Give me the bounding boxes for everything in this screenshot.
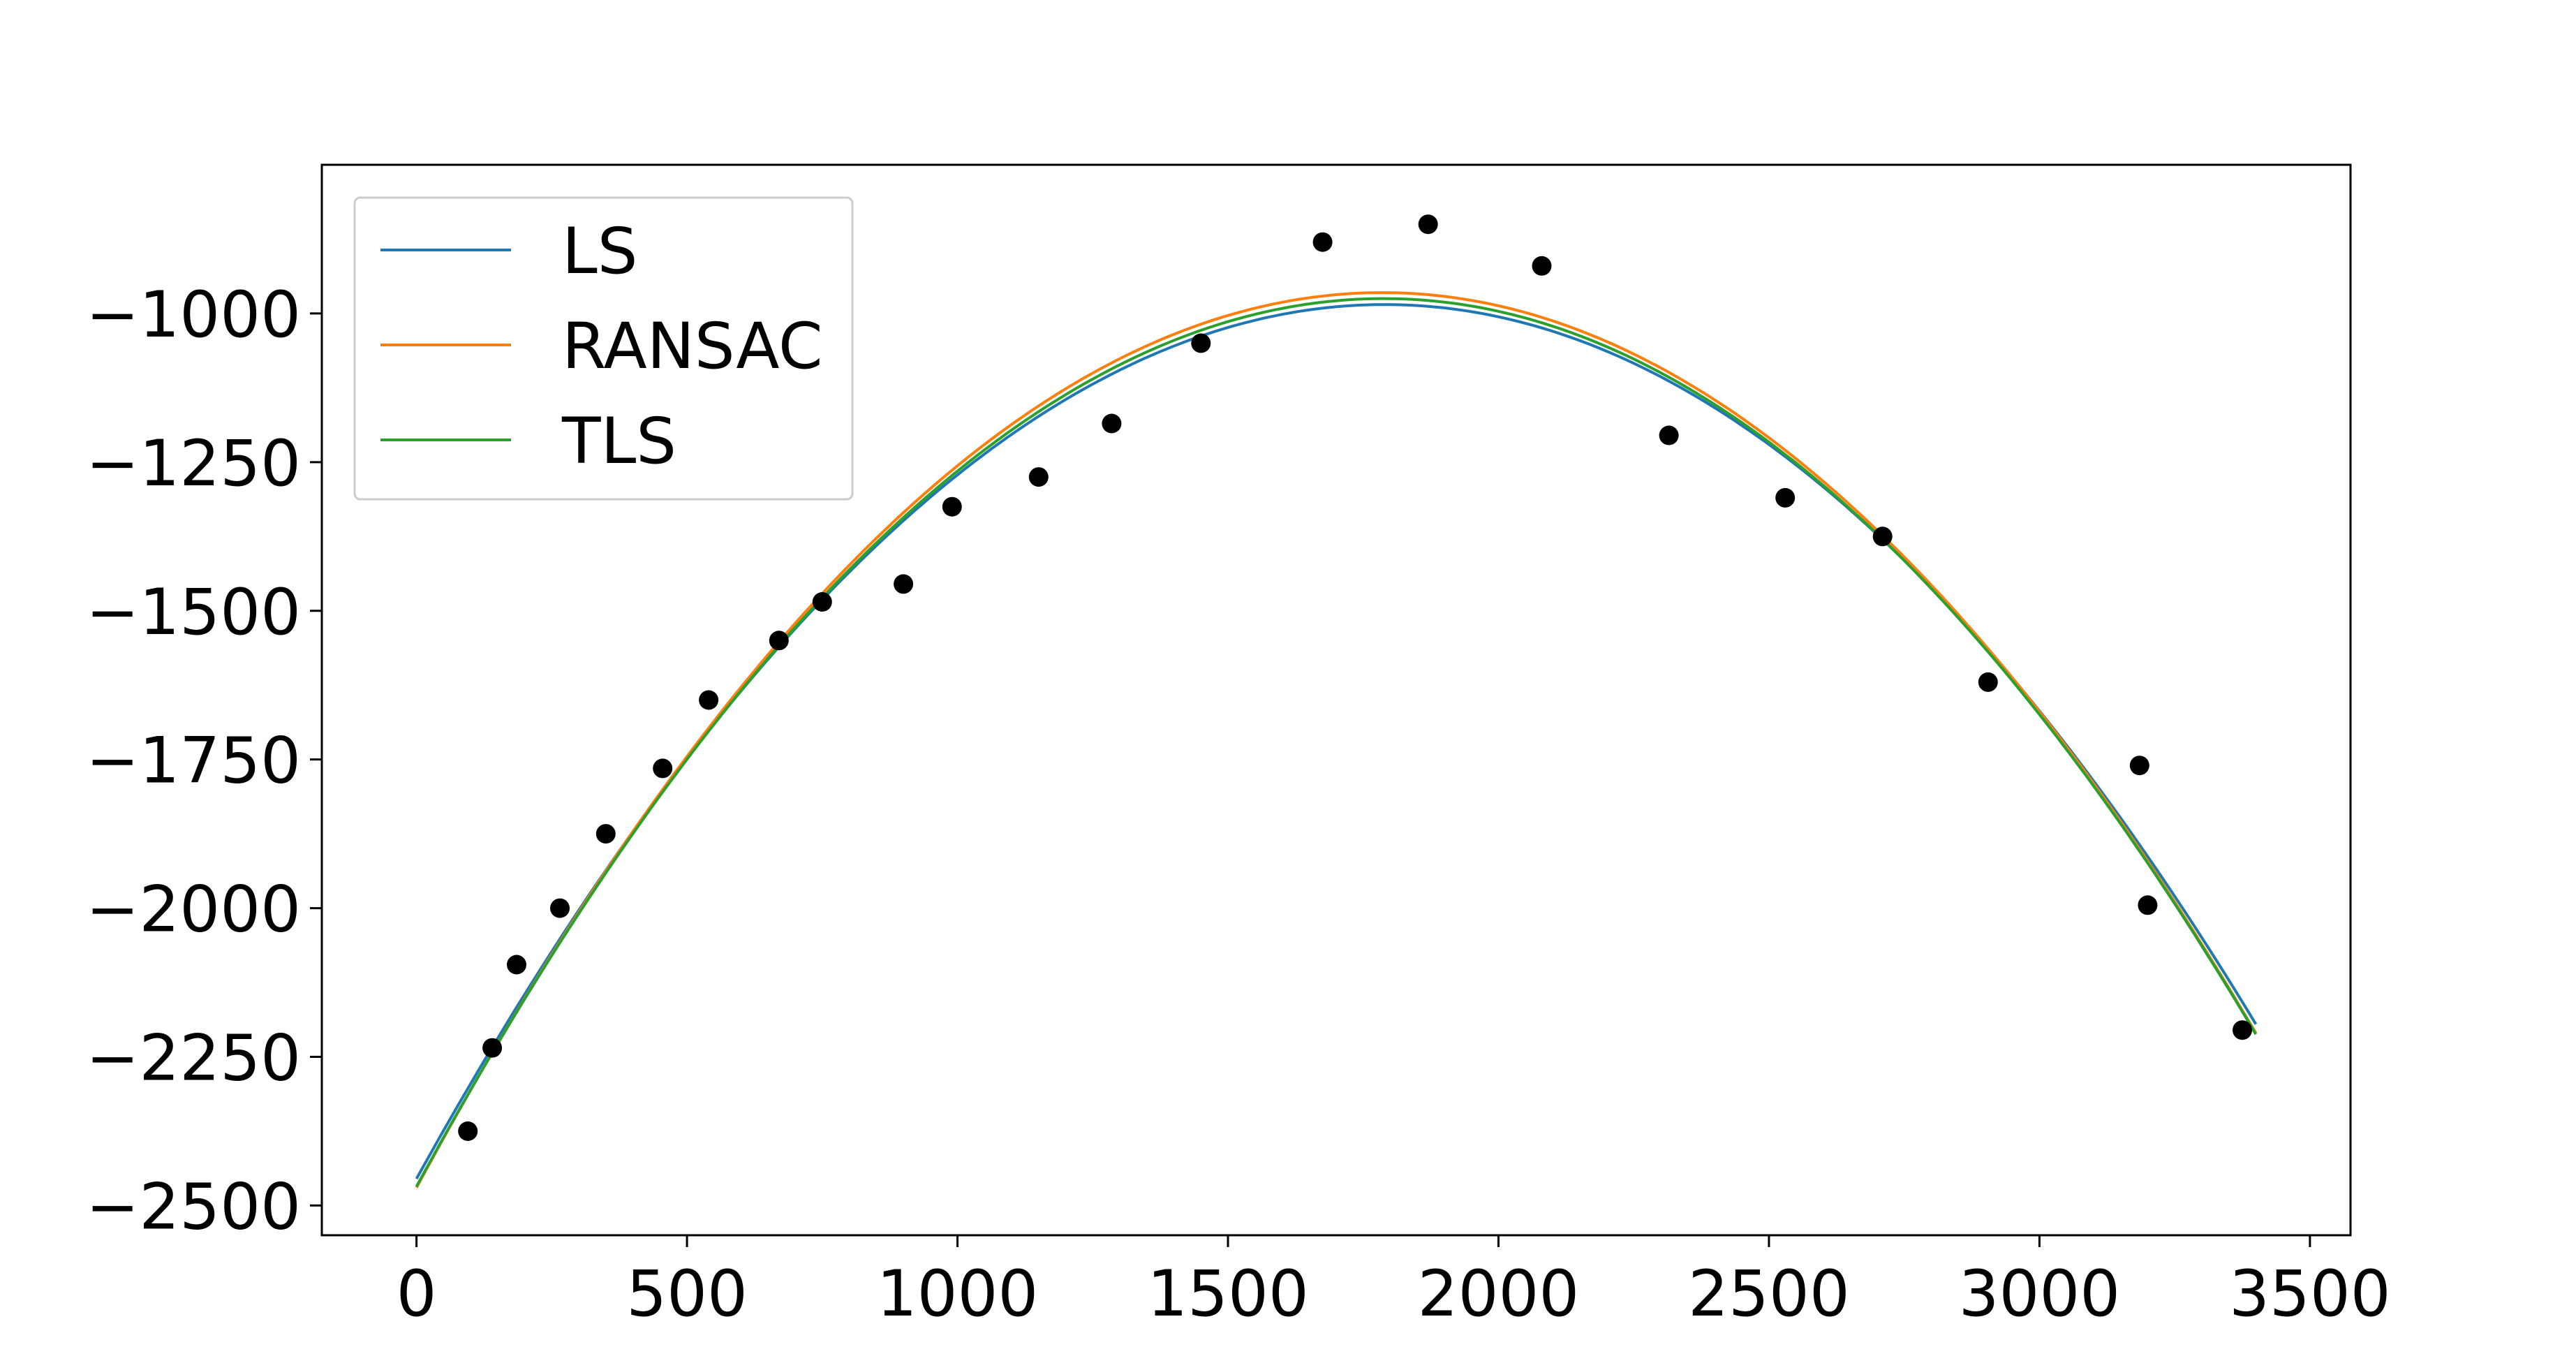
x-tick-label: 2500 xyxy=(1688,1258,1850,1331)
points-layer xyxy=(458,214,2252,1141)
data-point xyxy=(1872,526,1893,547)
y-axis: −1000 −1250 −1500 −1750 −2000 −2250 −2500 xyxy=(86,279,322,1244)
data-point xyxy=(1659,425,1679,445)
y-tick-label: −2500 xyxy=(86,1170,301,1244)
y-tick-label: −1500 xyxy=(86,576,301,649)
series-line-ransac xyxy=(415,291,2258,1188)
data-point xyxy=(1312,232,1333,252)
data-point xyxy=(769,631,789,651)
x-tick-label: 1500 xyxy=(1147,1258,1309,1331)
data-point xyxy=(653,758,673,779)
plot-frame xyxy=(320,163,2352,1237)
y-tick-label: −1250 xyxy=(86,427,301,501)
x-tick-label: 500 xyxy=(626,1258,748,1331)
data-point xyxy=(699,690,719,710)
data-point xyxy=(2138,895,2158,915)
series-layer xyxy=(415,291,2258,1188)
data-point xyxy=(1028,467,1049,487)
data-point xyxy=(1532,256,1552,276)
series-line-tls xyxy=(415,297,2258,1188)
data-point xyxy=(2129,756,2149,776)
data-point xyxy=(1978,672,1998,692)
legend-label-ransac: RANSAC xyxy=(562,310,823,383)
data-point xyxy=(812,592,832,612)
data-point xyxy=(1775,487,1796,508)
data-point xyxy=(595,824,616,844)
data-point xyxy=(1191,333,1211,353)
data-point xyxy=(507,955,526,975)
data-point xyxy=(1418,214,1438,235)
data-point xyxy=(482,1038,503,1058)
legend-label-tls: TLS xyxy=(561,405,676,478)
legend-box xyxy=(353,196,854,501)
y-tick-label: −1750 xyxy=(86,725,301,798)
x-tick-label: 3000 xyxy=(1959,1258,2121,1331)
x-tick-label: 1000 xyxy=(877,1258,1039,1331)
y-tick-label: −2250 xyxy=(86,1022,301,1096)
data-point xyxy=(942,496,962,517)
data-point xyxy=(1102,413,1122,434)
data-point xyxy=(894,574,914,594)
x-tick-label: 0 xyxy=(397,1258,437,1331)
data-point xyxy=(2233,1020,2252,1040)
x-axis: 0 500 1000 1500 2000 2500 3000 3500 xyxy=(397,1235,2391,1331)
x-tick-label: 2000 xyxy=(1418,1258,1580,1331)
x-tick-label: 3500 xyxy=(2229,1258,2391,1331)
data-point xyxy=(550,898,570,918)
legend-label-ls: LS xyxy=(562,215,637,288)
legend: LS RANSAC TLS xyxy=(353,196,854,501)
y-tick-label: −2000 xyxy=(86,874,301,947)
y-tick-label: −1000 xyxy=(86,279,301,352)
data-point xyxy=(458,1121,478,1141)
